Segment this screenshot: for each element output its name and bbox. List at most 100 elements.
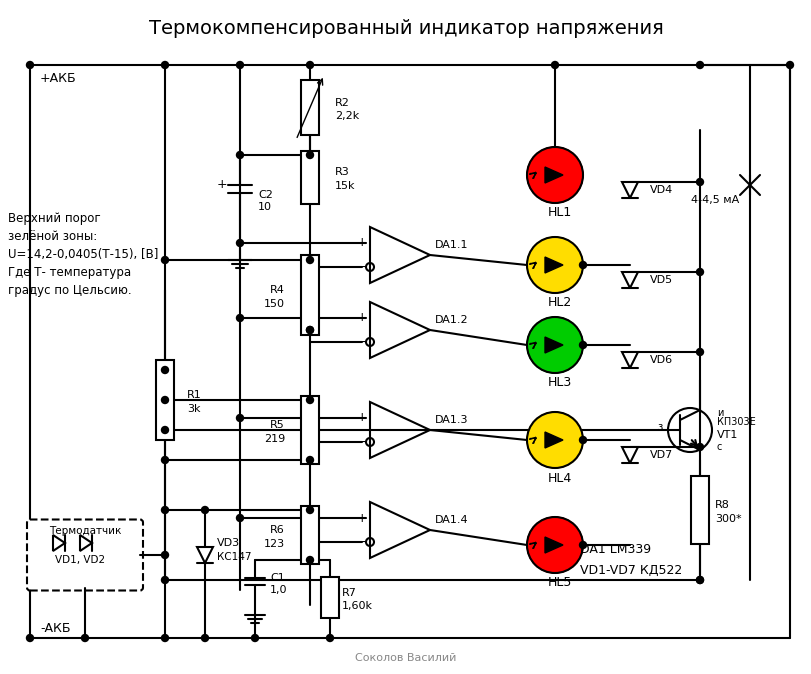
Polygon shape xyxy=(53,535,65,551)
Text: 10: 10 xyxy=(258,202,272,212)
Circle shape xyxy=(251,634,258,642)
Bar xyxy=(320,577,338,618)
Circle shape xyxy=(306,152,313,158)
Bar xyxy=(301,80,319,135)
Circle shape xyxy=(81,634,88,642)
Text: −: − xyxy=(356,336,367,348)
Text: −: − xyxy=(356,536,367,549)
Circle shape xyxy=(306,61,313,69)
Text: Термокомпенсированный индикатор напряжения: Термокомпенсированный индикатор напряжен… xyxy=(148,18,663,38)
Text: Термодатчик: Термодатчик xyxy=(49,526,121,536)
Text: и: и xyxy=(716,408,723,418)
Text: 1,0: 1,0 xyxy=(270,585,287,595)
Circle shape xyxy=(236,239,243,247)
Circle shape xyxy=(579,437,586,443)
Circle shape xyxy=(551,61,558,69)
Text: C1: C1 xyxy=(270,573,285,583)
Text: R6: R6 xyxy=(270,525,285,535)
Circle shape xyxy=(161,456,169,464)
Circle shape xyxy=(161,257,169,264)
Text: VD6: VD6 xyxy=(649,355,672,365)
Text: VD7: VD7 xyxy=(649,450,672,460)
Circle shape xyxy=(236,315,243,321)
Polygon shape xyxy=(621,352,637,368)
Circle shape xyxy=(786,61,792,69)
Polygon shape xyxy=(621,182,637,198)
Circle shape xyxy=(236,152,243,158)
Bar xyxy=(156,360,174,440)
Circle shape xyxy=(306,396,313,404)
Text: 300*: 300* xyxy=(714,514,740,524)
Text: HL2: HL2 xyxy=(547,297,572,309)
Text: 2,2k: 2,2k xyxy=(335,111,358,121)
Text: 4-4,5 мА: 4-4,5 мА xyxy=(690,195,738,205)
Circle shape xyxy=(306,557,313,563)
Text: 123: 123 xyxy=(264,539,285,549)
Circle shape xyxy=(526,317,582,373)
Text: 1,60k: 1,60k xyxy=(341,601,372,611)
Circle shape xyxy=(201,634,208,642)
Circle shape xyxy=(161,634,169,642)
Polygon shape xyxy=(544,337,562,353)
Bar xyxy=(301,151,319,204)
Circle shape xyxy=(161,367,169,373)
Bar xyxy=(301,396,319,464)
Circle shape xyxy=(526,412,582,468)
Text: с: с xyxy=(716,442,722,452)
Text: +: + xyxy=(356,311,367,324)
Circle shape xyxy=(326,634,333,642)
Circle shape xyxy=(161,506,169,514)
Text: 3k: 3k xyxy=(187,404,200,414)
Text: Верхний порог
зелёной зоны:
U=14,2-0,0405(Т-15), [В]
Где Т- температура
градус п: Верхний порог зелёной зоны: U=14,2-0,040… xyxy=(8,212,158,297)
Polygon shape xyxy=(544,432,562,448)
Text: VD5: VD5 xyxy=(649,275,672,285)
Text: R7: R7 xyxy=(341,588,357,597)
Circle shape xyxy=(696,576,702,584)
Circle shape xyxy=(306,456,313,464)
Text: +: + xyxy=(356,412,367,425)
Circle shape xyxy=(526,237,582,293)
Circle shape xyxy=(526,147,582,203)
Circle shape xyxy=(236,514,243,522)
Circle shape xyxy=(579,342,586,348)
Text: HL1: HL1 xyxy=(547,206,572,220)
Text: +: + xyxy=(356,237,367,249)
Text: R5: R5 xyxy=(270,420,285,430)
Text: КС147: КС147 xyxy=(217,552,251,562)
Circle shape xyxy=(696,179,702,185)
Text: DA1.3: DA1.3 xyxy=(435,415,468,425)
Circle shape xyxy=(236,61,243,69)
Text: +: + xyxy=(217,179,227,191)
Bar xyxy=(301,506,319,564)
Text: C2: C2 xyxy=(258,190,272,200)
Polygon shape xyxy=(544,537,562,553)
Circle shape xyxy=(306,326,313,334)
Text: DA1.1: DA1.1 xyxy=(435,240,468,250)
Text: HL4: HL4 xyxy=(547,472,572,485)
Text: R1: R1 xyxy=(187,390,201,400)
Circle shape xyxy=(526,517,582,573)
Polygon shape xyxy=(621,447,637,463)
Text: −: − xyxy=(356,260,367,274)
Circle shape xyxy=(27,634,33,642)
Circle shape xyxy=(161,427,169,433)
Text: R3: R3 xyxy=(335,168,350,177)
Polygon shape xyxy=(197,547,212,563)
Circle shape xyxy=(696,268,702,276)
Text: VD3: VD3 xyxy=(217,538,240,548)
Circle shape xyxy=(161,61,169,69)
Bar xyxy=(301,255,319,335)
Circle shape xyxy=(579,541,586,549)
Circle shape xyxy=(27,61,33,69)
Text: HL3: HL3 xyxy=(547,377,572,390)
Text: 15k: 15k xyxy=(335,181,355,191)
Text: +АКБ: +АКБ xyxy=(40,71,76,84)
Circle shape xyxy=(696,576,702,584)
Circle shape xyxy=(236,415,243,421)
Circle shape xyxy=(161,551,169,559)
Text: VD1, VD2: VD1, VD2 xyxy=(55,555,105,565)
Text: VT1: VT1 xyxy=(716,430,737,440)
Text: −: − xyxy=(356,435,367,448)
Circle shape xyxy=(696,348,702,355)
Circle shape xyxy=(201,506,208,514)
